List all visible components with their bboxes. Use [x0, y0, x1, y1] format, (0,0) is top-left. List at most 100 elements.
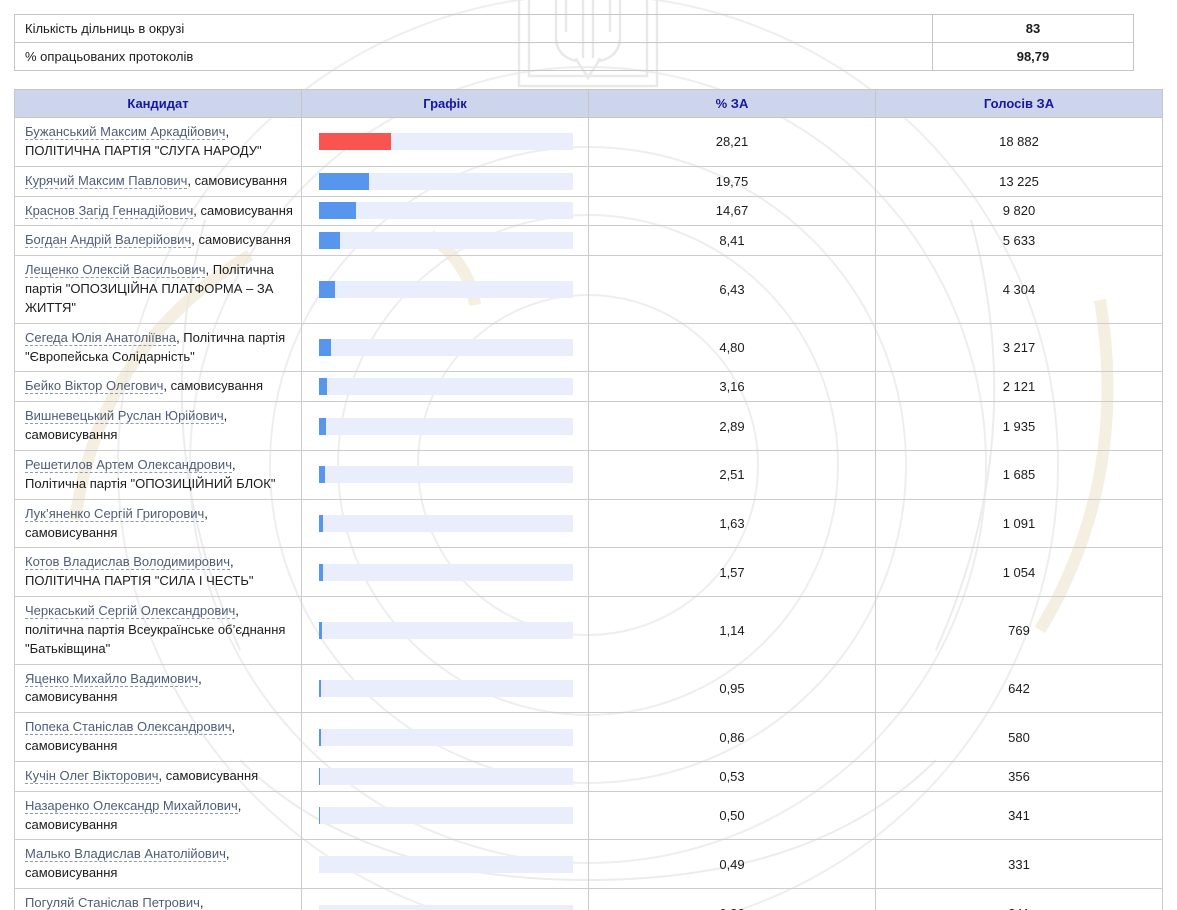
- bar-track: [319, 172, 573, 190]
- bar-fill: [319, 728, 322, 746]
- graph-cell: [301, 839, 589, 890]
- candidate-party: , самовисування: [187, 172, 288, 188]
- candidate-cell: Богдан Андрій Валерійович, самовисування: [14, 225, 302, 257]
- percent-cell: 19,75: [588, 165, 876, 197]
- graph-cell: [301, 255, 589, 324]
- graph-cell: [301, 322, 589, 373]
- bar-track: [319, 466, 573, 484]
- results-body: Бужанський Максим Аркадійович, ПОЛІТИЧНА…: [14, 117, 1163, 910]
- graph-cell: [301, 888, 589, 910]
- bar-track: [319, 767, 573, 785]
- votes-cell: 1 054: [875, 547, 1163, 598]
- candidate-link[interactable]: Малько Владислав Анатолійович: [25, 846, 226, 863]
- bar-fill: [319, 202, 357, 220]
- bar-track: [319, 417, 573, 435]
- percent-cell: 2,51: [588, 449, 876, 500]
- candidate-link[interactable]: Лещенко Олексій Васильович: [25, 262, 206, 279]
- candidate-link[interactable]: Попека Станіслав Олександрович: [25, 719, 232, 736]
- percent-cell: 3,16: [588, 371, 876, 403]
- votes-cell: 1 685: [875, 449, 1163, 500]
- votes-cell: 4 304: [875, 255, 1163, 324]
- bar-track: [319, 133, 573, 151]
- table-row: Богдан Андрій Валерійович, самовисування…: [14, 225, 1163, 257]
- candidate-cell: Черкаський Сергій Олександрович, політич…: [14, 596, 302, 665]
- candidate-link[interactable]: Решетилов Артем Олександрович: [25, 456, 232, 473]
- graph-cell: [301, 225, 589, 257]
- table-row: Погуляй Станіслав Петрович, самовисуванн…: [14, 888, 1163, 910]
- table-row: Решетилов Артем Олександрович, Політична…: [14, 449, 1163, 500]
- graph-cell: [301, 449, 589, 500]
- bar-fill: [319, 378, 328, 396]
- candidate-cell: Сегеда Юлія Анатоліївна, Політична парті…: [14, 322, 302, 373]
- bar-fill: [319, 515, 324, 532]
- graph-cell: [301, 790, 589, 841]
- candidate-cell: Погуляй Станіслав Петрович, самовисуванн…: [14, 888, 302, 910]
- candidate-cell: Назаренко Олександр Михайлович, самовису…: [14, 790, 302, 841]
- votes-cell: 241: [875, 888, 1163, 910]
- bar-fill: [319, 417, 327, 435]
- votes-cell: 2 121: [875, 371, 1163, 403]
- bar-fill: [319, 767, 321, 785]
- graph-cell: [301, 760, 589, 792]
- graph-cell: [301, 195, 589, 227]
- candidate-cell: Малько Владислав Анатолійович, самовисув…: [14, 839, 302, 890]
- table-row: Вишневецький Руслан Юрійович, самовисува…: [14, 401, 1163, 451]
- candidate-link[interactable]: Краснов Загід Геннадійович: [25, 202, 194, 219]
- candidate-link[interactable]: Курячий Максим Павлович: [25, 172, 188, 189]
- summary-table: Кількість дільниць в окрузі 83 % опрацьо…: [14, 14, 1134, 71]
- table-row: Яценко Михайло Вадимович, самовисування …: [14, 663, 1163, 714]
- bar-fill: [319, 280, 336, 298]
- bar-fill: [319, 679, 322, 697]
- precincts-label: Кількість дільниць в окрузі: [14, 14, 933, 43]
- bar-fill: [319, 172, 370, 190]
- header-graph: Графік: [301, 89, 589, 118]
- bar-track: [319, 904, 573, 910]
- candidate-link[interactable]: Бужанський Максим Аркадійович: [25, 124, 226, 140]
- candidate-party: , самовисування: [163, 378, 264, 394]
- bar-track: [319, 515, 573, 532]
- candidate-link[interactable]: Сегеда Юлія Анатоліївна: [25, 329, 177, 346]
- bar-fill: [319, 339, 332, 357]
- candidate-link[interactable]: Погуляй Станіслав Петрович: [25, 895, 200, 910]
- percent-cell: 0,95: [588, 663, 876, 714]
- candidate-link[interactable]: Бейко Віктор Олегович: [25, 378, 164, 395]
- candidate-cell: Лещенко Олексій Васильович, Політична па…: [14, 255, 302, 324]
- table-row: Бейко Віктор Олегович, самовисування 3,1…: [14, 371, 1163, 403]
- percent-cell: 0,53: [588, 760, 876, 792]
- candidate-link[interactable]: Вишневецький Руслан Юрійович: [25, 408, 224, 425]
- protocols-label: % опрацьованих протоколів: [14, 42, 933, 71]
- graph-cell: [301, 712, 589, 762]
- votes-cell: 1 935: [875, 401, 1163, 451]
- graph-cell: [301, 117, 589, 167]
- table-row: Котов Владислав Володимирович, ПОЛІТИЧНА…: [14, 547, 1163, 598]
- percent-cell: 14,67: [588, 195, 876, 227]
- bar-fill: [319, 133, 391, 151]
- votes-cell: 18 882: [875, 117, 1163, 167]
- bar-track: [319, 855, 573, 873]
- header-percent: % ЗА: [588, 89, 876, 118]
- percent-cell: 4,80: [588, 322, 876, 373]
- candidate-link[interactable]: Кучін Олег Вікторович: [25, 767, 159, 784]
- table-row: Бужанський Максим Аркадійович, ПОЛІТИЧНА…: [14, 117, 1163, 167]
- candidate-link[interactable]: Черкаський Сергій Олександрович: [25, 603, 236, 620]
- candidate-link[interactable]: Назаренко Олександр Михайлович: [25, 797, 238, 814]
- table-row: Кучін Олег Вікторович, самовисування 0,5…: [14, 760, 1163, 792]
- candidate-cell: Кучін Олег Вікторович, самовисування: [14, 760, 302, 792]
- bar-track: [319, 563, 573, 581]
- candidate-link[interactable]: Лук’яненко Сергій Григорович: [25, 505, 205, 522]
- candidate-cell: Краснов Загід Геннадійович, самовисуванн…: [14, 195, 302, 227]
- candidate-cell: Бужанський Максим Аркадійович, ПОЛІТИЧНА…: [14, 117, 302, 167]
- votes-cell: 769: [875, 596, 1163, 665]
- table-row: Малько Владислав Анатолійович, самовисув…: [14, 839, 1163, 890]
- bar-track: [319, 378, 573, 396]
- candidate-link[interactable]: Богдан Андрій Валерійович: [25, 232, 192, 249]
- candidate-link[interactable]: Котов Владислав Володимирович: [25, 554, 230, 571]
- table-row: Лук’яненко Сергій Григорович, самовисува…: [14, 498, 1163, 549]
- votes-cell: 356: [875, 760, 1163, 792]
- results-header-row: Кандидат Графік % ЗА Голосів ЗА: [14, 89, 1163, 118]
- graph-cell: [301, 371, 589, 403]
- percent-cell: 0,49: [588, 839, 876, 890]
- candidate-link[interactable]: Яценко Михайло Вадимович: [25, 670, 199, 687]
